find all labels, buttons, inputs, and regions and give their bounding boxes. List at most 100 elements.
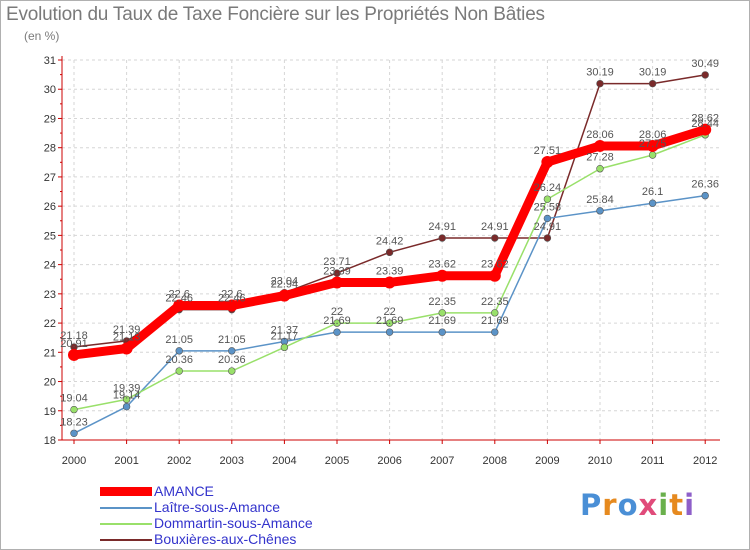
x-tick-label: 2000	[62, 455, 86, 467]
logo-letter: r	[602, 488, 618, 522]
data-label-bouxieres-aux-chenes: 24.42	[376, 235, 404, 247]
series-group	[68, 71, 712, 437]
data-label-amance: 21.13	[113, 332, 141, 344]
y-tick-label: 28	[44, 143, 56, 155]
data-label-laitre-sous-amance: 25.84	[586, 194, 614, 206]
x-tick-label: 2012	[693, 455, 717, 467]
legend-swatch	[100, 523, 152, 525]
legend-swatch	[100, 487, 152, 496]
data-point-laitre-sous-amance	[333, 328, 341, 336]
data-point-bouxieres-aux-chenes	[438, 234, 446, 242]
data-point-bouxieres-aux-chenes	[385, 248, 394, 257]
data-label-dommartin-sous-amance: 27.75	[639, 138, 667, 150]
data-point-amance	[541, 156, 554, 169]
legend-swatch	[100, 507, 152, 509]
data-point-dommartin-sous-amance	[175, 367, 183, 375]
legend-label: Dommartin-sous-Amance	[154, 515, 313, 531]
data-label-dommartin-sous-amance: 19.04	[60, 393, 88, 405]
data-point-dommartin-sous-amance	[280, 343, 289, 352]
data-point-laitre-sous-amance	[385, 328, 394, 336]
data-label-laitre-sous-amance: 21.05	[165, 334, 193, 346]
x-tick-label: 2007	[430, 455, 454, 467]
data-label-laitre-sous-amance: 21.05	[218, 334, 246, 346]
legend-label: Bouxières-aux-Chênes	[154, 531, 297, 547]
data-point-amance	[383, 276, 396, 289]
y-tick-label: 23	[44, 289, 56, 301]
y-tick-label: 30	[44, 84, 56, 96]
data-label-laitre-sous-amance: 26.36	[691, 179, 719, 191]
data-label-bouxieres-aux-chenes: 22.46	[165, 293, 193, 305]
data-label-amance: 28.62	[691, 113, 719, 125]
data-point-laitre-sous-amance	[648, 199, 657, 207]
data-point-laitre-sous-amance	[228, 347, 236, 355]
proxiti-logo: Proxiti	[580, 488, 695, 522]
data-point-amance	[646, 139, 659, 152]
data-point-dommartin-sous-amance	[438, 309, 446, 317]
logo-letter: i	[684, 488, 696, 522]
data-point-bouxieres-aux-chenes	[596, 79, 604, 88]
data-label-bouxieres-aux-chenes: 24.91	[428, 221, 456, 233]
data-point-dommartin-sous-amance	[385, 319, 394, 327]
data-label-amance: 28.06	[639, 129, 667, 141]
data-point-amance	[225, 299, 238, 312]
data-label-laitre-sous-amance: 18.23	[60, 416, 88, 428]
data-point-amance	[278, 289, 291, 302]
y-tick-label: 19	[44, 406, 56, 418]
x-tick-label: 2002	[167, 455, 191, 467]
data-label-amance: 27.51	[534, 145, 562, 157]
data-label-amance: 22.6	[168, 289, 189, 301]
data-point-laitre-sous-amance	[175, 347, 183, 355]
data-labels: 21.18 21.39 22.46 22.46 23.04 23.71 24.42 24.91…	[60, 58, 719, 428]
data-label-laitre-sous-amance: 19.14	[113, 390, 141, 402]
data-label-dommartin-sous-amance: 22	[383, 306, 395, 318]
data-point-laitre-sous-amance	[122, 402, 131, 411]
data-point-amance	[120, 342, 133, 355]
data-point-dommartin-sous-amance	[648, 151, 657, 159]
data-point-amance	[436, 269, 449, 282]
data-point-laitre-sous-amance	[491, 328, 499, 336]
data-label-bouxieres-aux-chenes: 21.39	[113, 324, 141, 336]
x-tick-label: 2005	[325, 455, 349, 467]
axes: 18 19 20 21 22 23 24 25 26 27 28 29 30 31 2000 2001 2002…	[44, 55, 720, 467]
data-label-bouxieres-aux-chenes: 24.91	[481, 221, 509, 233]
y-tick-label: 31	[44, 55, 56, 67]
logo-letter: x	[638, 488, 659, 522]
grid	[62, 59, 720, 441]
x-tick-label: 2010	[588, 455, 612, 467]
data-point-amance	[331, 276, 343, 289]
data-point-dommartin-sous-amance	[596, 165, 604, 173]
data-label-amance: 23.39	[323, 265, 351, 277]
data-point-laitre-sous-amance	[701, 191, 709, 200]
data-point-dommartin-sous-amance	[70, 405, 78, 414]
y-tick-label: 22	[44, 318, 56, 330]
data-point-laitre-sous-amance	[70, 429, 78, 437]
logo-letter: i	[658, 488, 670, 522]
data-label-amance: 23.62	[428, 259, 456, 271]
data-label-bouxieres-aux-chenes: 21.18	[60, 330, 88, 342]
x-tick-label: 2006	[377, 455, 401, 467]
data-point-dommartin-sous-amance	[228, 367, 236, 375]
data-point-bouxieres-aux-chenes	[491, 234, 499, 242]
data-label-dommartin-sous-amance: 19.39	[113, 382, 141, 394]
data-point-amance	[488, 269, 501, 282]
x-tick-label: 2004	[272, 455, 296, 467]
x-tick-label: 2009	[535, 455, 559, 467]
data-label-bouxieres-aux-chenes: 30.19	[639, 67, 667, 79]
y-tick-label: 25	[44, 230, 56, 242]
data-label-laitre-sous-amance: 21.69	[428, 315, 456, 327]
data-label-amance: 20.91	[60, 338, 88, 350]
data-point-bouxieres-aux-chenes	[543, 234, 552, 242]
data-point-bouxieres-aux-chenes	[701, 71, 709, 79]
data-point-bouxieres-aux-chenes	[648, 79, 657, 88]
data-point-dommartin-sous-amance	[333, 319, 341, 327]
chart-title: Evolution du Taux de Taxe Foncière sur l…	[6, 4, 545, 25]
logo-letter: P	[580, 488, 603, 522]
data-point-laitre-sous-amance	[596, 207, 604, 215]
data-label-bouxieres-aux-chenes: 24.91	[534, 221, 562, 233]
data-label-amance: 22.6	[221, 289, 242, 301]
x-tick-label: 2003	[220, 455, 244, 467]
x-tick-label: 2011	[641, 455, 665, 467]
data-point-amance	[594, 139, 606, 152]
